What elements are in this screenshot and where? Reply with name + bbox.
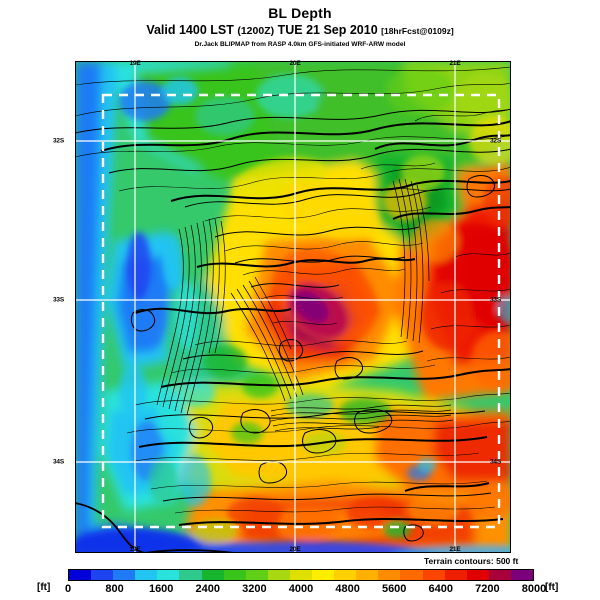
valid-prefix: Valid 1400 LST bbox=[146, 23, 234, 37]
colorbar-gradient[interactable] bbox=[68, 569, 534, 581]
map-panel[interactable]: 19E 20E 21E 19E 20E 21E 32S 33S 34S 32S … bbox=[53, 60, 511, 553]
colorbar-unit-right: [ft] bbox=[545, 582, 559, 593]
colorbar-swatch-18 bbox=[466, 570, 489, 580]
colorbar-swatch-7 bbox=[223, 570, 246, 580]
colorbar-swatch-4 bbox=[157, 570, 180, 580]
colorbar-swatch-17 bbox=[444, 570, 467, 580]
colorbar-tick-800: 800 bbox=[105, 583, 124, 595]
title-block: BL Depth Valid 1400 LST (1200Z) TUE 21 S… bbox=[0, 6, 600, 50]
colorbar-swatch-0 bbox=[69, 570, 92, 580]
lat-tick-right-1: 33S bbox=[490, 296, 501, 304]
colorbar-tick-6400: 6400 bbox=[428, 583, 454, 595]
colorbar-swatch-5 bbox=[179, 570, 202, 580]
lon-tick-bottom-2: 21E bbox=[449, 546, 461, 553]
colorbar-tick-1600: 1600 bbox=[148, 583, 174, 595]
graticule bbox=[75, 61, 511, 553]
forecast-tag: [18hrFcst@0109z] bbox=[381, 26, 454, 36]
terrain-contours bbox=[75, 66, 511, 553]
colorbar-tick-5600: 5600 bbox=[381, 583, 407, 595]
lon-tick-top-0: 19E bbox=[129, 60, 141, 67]
lat-tick-left-2: 34S bbox=[53, 458, 64, 466]
valid-time-line: Valid 1400 LST (1200Z) TUE 21 Sep 2010 [… bbox=[0, 23, 600, 39]
colorbar-swatch-11 bbox=[312, 570, 335, 580]
colorbar-tick-7200: 7200 bbox=[475, 583, 500, 595]
colorbar-swatch-9 bbox=[267, 570, 290, 580]
colorbar-swatch-1 bbox=[91, 570, 114, 580]
lat-tick-left-0: 32S bbox=[53, 137, 64, 145]
lat-tick-right-2: 34S bbox=[490, 458, 501, 466]
colorbar-tick-2400: 2400 bbox=[195, 583, 221, 595]
domain-boundary-box bbox=[101, 93, 501, 529]
colorbar-unit-left: [ft] bbox=[37, 582, 51, 593]
map-frame bbox=[75, 61, 511, 553]
terrain-contour-note: Terrain contours: 500 ft bbox=[424, 556, 519, 566]
lat-tick-left-1: 33S bbox=[53, 296, 64, 304]
valid-zulu: (1200Z) bbox=[237, 25, 275, 37]
colorbar-swatch-16 bbox=[422, 570, 445, 580]
colorbar-swatch-6 bbox=[201, 570, 224, 580]
lon-tick-bottom-0: 19E bbox=[129, 546, 141, 553]
colorbar-swatch-10 bbox=[289, 570, 313, 580]
lat-tick-right-0: 32S bbox=[490, 137, 501, 145]
colorbar-swatch-2 bbox=[113, 570, 136, 580]
colorbar-tick-8000: 8000 bbox=[521, 583, 547, 595]
colorbar-tick-4800: 4800 bbox=[335, 583, 360, 595]
colorbar-swatch-13 bbox=[356, 570, 379, 580]
bl-depth-map[interactable] bbox=[75, 61, 511, 553]
lon-tick-top-2: 21E bbox=[449, 60, 461, 67]
colorbar-tick-0: 0 bbox=[64, 583, 72, 595]
colorbar-swatch-20 bbox=[510, 570, 533, 580]
model-credit: Dr.Jack BLIPMAP from RASP 4.0km GFS-init… bbox=[194, 41, 406, 48]
colorbar-tick-3200: 3200 bbox=[242, 583, 267, 595]
colorbar-swatch-14 bbox=[378, 570, 401, 580]
page-title: BL Depth bbox=[268, 5, 332, 21]
colorbar-area[interactable]: Terrain contours: 500 ft [ft] [ft] 0 800 1… bbox=[0, 556, 600, 600]
colorbar-swatch-15 bbox=[400, 570, 423, 580]
colorbar-swatch-8 bbox=[245, 570, 268, 580]
colorbar-tick-4000: 4000 bbox=[288, 583, 314, 595]
colorbar-swatch-19 bbox=[488, 570, 511, 580]
colorbar-swatch-3 bbox=[135, 570, 158, 580]
valid-date: TUE 21 Sep 2010 bbox=[277, 23, 378, 37]
lon-tick-bottom-1: 20E bbox=[289, 546, 301, 553]
map-field-group bbox=[75, 61, 511, 553]
lon-tick-top-1: 20E bbox=[289, 60, 301, 67]
colorbar-swatch-12 bbox=[334, 570, 357, 580]
